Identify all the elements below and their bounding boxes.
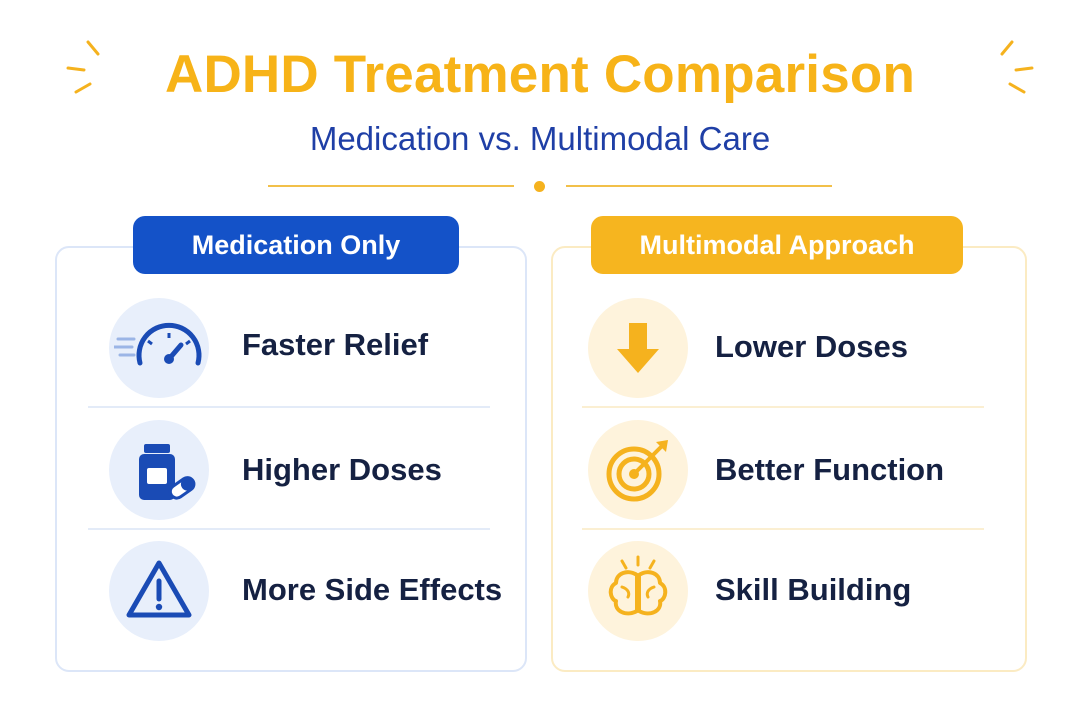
right-item-label: Skill Building (715, 572, 912, 607)
left-divider (88, 406, 490, 408)
warning-icon (109, 541, 209, 641)
right-divider (582, 528, 984, 530)
left-item-label: Higher Doses (242, 452, 442, 487)
down-arrow-icon (588, 298, 688, 398)
page-subtitle: Medication vs. Multimodal Care (309, 120, 771, 157)
speedometer-icon (109, 298, 209, 398)
subtitle-rule-right (566, 185, 832, 187)
right-item-label: Better Function (715, 452, 945, 487)
page-title: ADHD Treatment Comparison (164, 45, 916, 104)
left-divider (88, 528, 490, 530)
sparkle-right-icon (1000, 40, 1034, 94)
right-divider (582, 406, 984, 408)
right-item-label: Lower Doses (715, 329, 908, 364)
sparkle-left-icon (66, 40, 100, 94)
left-item-label: More Side Effects (242, 572, 503, 607)
multimodal-approach-heading: Multimodal Approach (591, 216, 963, 274)
brain-icon (588, 541, 688, 641)
medication-only-heading: Medication Only (133, 216, 459, 274)
left-item-label: Faster Relief (242, 327, 429, 362)
subtitle-rule-left (268, 185, 514, 187)
pill-bottle-icon (109, 420, 209, 520)
target-icon (588, 420, 688, 520)
subtitle-rule-dot (534, 181, 545, 192)
